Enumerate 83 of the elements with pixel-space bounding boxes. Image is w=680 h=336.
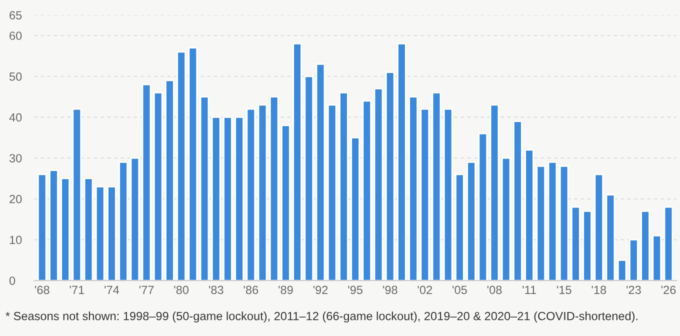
x-tick-label: '83 bbox=[209, 286, 224, 294]
bar bbox=[118, 161, 128, 281]
bar bbox=[397, 43, 406, 281]
bar bbox=[594, 174, 604, 281]
bar bbox=[292, 43, 302, 281]
bar bbox=[571, 206, 580, 281]
bar bbox=[559, 166, 569, 281]
bar bbox=[362, 100, 372, 281]
x-tick-label: '86 bbox=[244, 286, 258, 294]
bar bbox=[617, 259, 627, 281]
y-tick-label: 40 bbox=[9, 113, 22, 122]
x-tick-label: '26 bbox=[661, 286, 676, 294]
y-tick-label: 60 bbox=[10, 32, 22, 40]
bar bbox=[304, 76, 314, 281]
bar bbox=[72, 108, 82, 281]
x-tick-label: '71 bbox=[70, 286, 84, 294]
x-tick-label: '95 bbox=[348, 286, 362, 294]
bar bbox=[536, 166, 546, 281]
bar bbox=[408, 96, 418, 281]
x-tick-label: '92 bbox=[313, 286, 328, 294]
bar bbox=[200, 96, 210, 281]
x-tick-label: '80 bbox=[174, 286, 189, 294]
bar bbox=[223, 116, 232, 281]
bar bbox=[60, 178, 70, 281]
text: * Seasons not shown: 1998–99 (50-game lockout), 2011–12 (66-game lockout), 2019–20 & 2020–21 (COVID-shortened). bbox=[6, 312, 638, 323]
y-tick-label: 0 bbox=[9, 276, 16, 285]
x-tick-label: '15 bbox=[556, 286, 572, 294]
bar bbox=[432, 92, 442, 281]
bar bbox=[350, 136, 360, 281]
bar bbox=[142, 84, 152, 281]
x-tick-label: '98 bbox=[383, 286, 398, 294]
x-tick-label: '77 bbox=[139, 286, 154, 294]
bar bbox=[339, 92, 348, 281]
bar bbox=[281, 124, 290, 281]
bar bbox=[524, 149, 534, 281]
bar bbox=[258, 104, 268, 281]
y-tick-label: 65 bbox=[10, 11, 22, 20]
x-tick-label: '68 bbox=[35, 286, 50, 294]
bar bbox=[211, 116, 221, 281]
bar bbox=[107, 186, 116, 281]
bar bbox=[234, 116, 244, 281]
bar bbox=[466, 161, 476, 281]
bar bbox=[652, 234, 662, 281]
y-tick-label: 30 bbox=[9, 154, 22, 162]
y-tick-label: 50 bbox=[9, 72, 22, 81]
bar bbox=[316, 63, 326, 281]
bar bbox=[176, 51, 186, 281]
x-tick-label: '08 bbox=[487, 286, 502, 294]
bar bbox=[130, 157, 140, 281]
bar bbox=[664, 206, 674, 281]
bar bbox=[327, 104, 337, 281]
bar bbox=[153, 92, 163, 281]
bar bbox=[513, 120, 522, 281]
bar bbox=[501, 157, 511, 281]
x-tick-label: '89 bbox=[278, 286, 293, 294]
bar bbox=[84, 178, 94, 281]
bar bbox=[165, 80, 174, 281]
bar bbox=[188, 47, 198, 281]
x-tick-label: '05 bbox=[452, 286, 467, 294]
x-tick-label: '23 bbox=[626, 286, 641, 294]
bar bbox=[443, 108, 453, 281]
x-tick-label: '11 bbox=[522, 286, 536, 294]
bar bbox=[490, 104, 500, 281]
y-tick-label: 10 bbox=[10, 236, 22, 244]
bar bbox=[49, 170, 58, 281]
bar bbox=[582, 210, 592, 281]
bar bbox=[478, 132, 488, 281]
bar bbox=[374, 88, 384, 281]
y-tick-label: 20 bbox=[10, 194, 22, 204]
bar bbox=[246, 108, 256, 281]
bar bbox=[420, 108, 430, 281]
x-tick-label: '02 bbox=[418, 286, 432, 294]
bar bbox=[455, 174, 464, 281]
bar bbox=[269, 96, 279, 281]
x-tick-label: '18 bbox=[592, 286, 606, 294]
x-tick-label: '74 bbox=[104, 286, 120, 294]
bar bbox=[640, 210, 650, 281]
bar bbox=[629, 239, 638, 281]
bar bbox=[95, 186, 105, 281]
bar bbox=[548, 161, 558, 281]
bar bbox=[606, 194, 616, 281]
bar bbox=[37, 174, 47, 281]
bar bbox=[385, 72, 395, 281]
